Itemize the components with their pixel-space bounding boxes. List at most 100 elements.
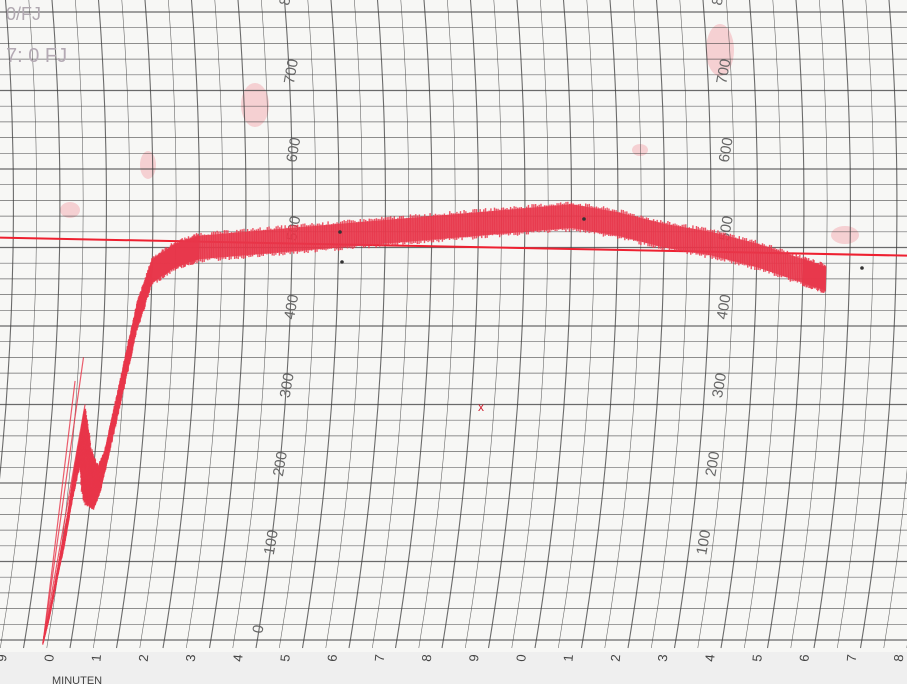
grid-time-arc <box>465 0 503 649</box>
right-scale-label-800: 800 <box>709 0 730 7</box>
smudge-4 <box>831 226 859 244</box>
trace-stroke <box>162 251 165 279</box>
grid-time-arc <box>790 0 828 649</box>
grid-time-arc <box>580 0 619 649</box>
temperature-trace <box>41 201 827 645</box>
trace-stroke <box>800 257 803 284</box>
handwritten-note-1: 0/FJ <box>6 4 41 24</box>
bottom-tick-labels: 9 0 1 2 3 4 5 6 7 8 9 0 1 2 3 4 5 6 7 8 <box>0 654 906 663</box>
trace-stroke <box>814 262 817 289</box>
left-scale-label-800: 800 <box>276 0 297 7</box>
right-scale-label-400: 400 <box>714 293 735 321</box>
trace-stroke <box>153 256 156 282</box>
trace-stroke <box>810 261 813 290</box>
grid-time-arc <box>511 0 549 649</box>
grid-time-arc <box>325 0 363 649</box>
trace-stroke <box>784 252 787 278</box>
bottom-tick-label-3: 2 <box>136 654 152 663</box>
trace-stroke <box>823 264 826 293</box>
bottom-tick-label-2: 1 <box>88 654 104 663</box>
trace-stroke <box>151 256 154 285</box>
grid-time-arc <box>766 0 805 649</box>
trace-stroke <box>771 247 774 274</box>
trace-stroke <box>755 242 758 270</box>
bottom-tick-label-4: 3 <box>183 654 199 663</box>
trace-stroke <box>750 239 753 270</box>
pen-dot <box>860 266 864 270</box>
trace-stroke <box>807 258 810 286</box>
trace-stroke <box>154 254 157 281</box>
grid-time-arc <box>394 0 433 649</box>
trace-stroke <box>768 244 771 274</box>
right-scale-label-100: 100 <box>693 529 714 557</box>
trace-stroke <box>780 248 783 278</box>
grid-time-arc <box>372 0 410 649</box>
trace-stroke <box>793 256 796 282</box>
left-scale-label-0: 0 <box>249 624 267 635</box>
trace-stroke <box>821 264 824 293</box>
grid-time-arc <box>162 0 200 649</box>
trace-stroke <box>161 249 164 278</box>
trace-stroke <box>738 236 741 266</box>
left-scale-label-100: 100 <box>261 529 282 557</box>
right-scale-label-300: 300 <box>709 372 730 400</box>
right-scale-label-200: 200 <box>702 450 723 478</box>
bottom-tick-label-5: 4 <box>230 654 246 663</box>
trace-spike <box>42 357 85 641</box>
right-scale-label-700: 700 <box>713 58 734 86</box>
bottom-tick-label-12: 1 <box>560 654 576 663</box>
bottom-tick-label-13: 2 <box>608 654 624 663</box>
grid-time-arc <box>418 0 456 649</box>
trace-stroke <box>812 260 815 288</box>
trace-stroke <box>172 243 175 271</box>
trace-stroke <box>167 247 170 274</box>
trace-stroke <box>778 248 781 277</box>
smudge-3 <box>60 202 80 218</box>
trace-stroke <box>165 247 168 274</box>
x-axis-caption: MINUTEN <box>52 675 102 684</box>
grid-time-arc <box>115 0 154 649</box>
trace-stroke <box>763 244 765 272</box>
grid-time-arc <box>627 0 665 649</box>
grid-time-arc <box>534 0 572 649</box>
x-mark: x <box>478 400 484 414</box>
trace-spike <box>42 404 86 641</box>
left-scale-label-300: 300 <box>277 372 298 400</box>
grid-time-arc <box>93 0 131 649</box>
grid-time-arc <box>22 0 61 649</box>
grid-time-arc <box>744 0 782 649</box>
trace-stroke <box>818 261 821 289</box>
trace-stroke <box>786 250 789 278</box>
left-scale-label-400: 400 <box>281 293 302 321</box>
trace-stroke <box>176 240 179 269</box>
grid-time-arc <box>487 0 526 649</box>
trace-stroke <box>160 251 163 281</box>
bottom-tick-label-6: 5 <box>277 654 293 663</box>
grid-time-arc <box>208 0 247 649</box>
trace-stroke <box>152 257 155 283</box>
grid-time-arc <box>255 0 293 649</box>
bottom-tick-label-14: 3 <box>655 654 671 663</box>
bottom-tick-label-17: 6 <box>796 654 812 663</box>
trace-stroke <box>817 264 821 291</box>
right-scale-label-600: 600 <box>716 136 737 164</box>
trace-stroke <box>794 253 798 282</box>
bottom-tick-label-19: 8 <box>891 654 907 663</box>
grid-time-arc <box>441 0 479 649</box>
left-scale-label-600: 600 <box>283 136 304 164</box>
trace-stroke <box>777 249 780 278</box>
trace-stroke <box>163 248 166 277</box>
grid-time-arc <box>186 0 224 649</box>
trace-stroke <box>757 243 760 270</box>
trace-stroke <box>816 263 819 290</box>
trace-stroke <box>822 265 825 294</box>
trace-stroke <box>809 260 812 288</box>
trace-stroke <box>159 252 162 281</box>
bottom-tick-label-16: 5 <box>749 654 765 663</box>
trace-stroke <box>813 262 816 289</box>
trace-stroke <box>796 256 799 283</box>
trace-stroke <box>789 252 792 282</box>
bottom-tick-label-1: 0 <box>41 654 57 663</box>
trace-stroke <box>759 244 762 271</box>
